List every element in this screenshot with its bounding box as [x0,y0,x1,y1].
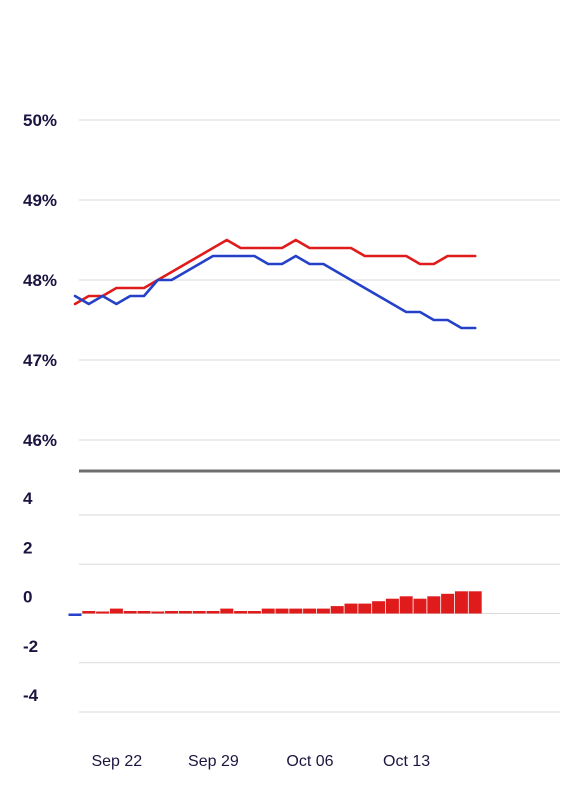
bar [330,606,344,614]
bottom-y-tick-label: -4 [23,686,39,705]
bar [220,608,234,614]
bar [109,608,123,614]
x-tick-label: Sep 22 [91,753,142,770]
bar [454,591,468,614]
bar [413,598,427,614]
bottom-y-tick-label: 2 [23,538,32,557]
bar [303,608,317,614]
bottom-y-tick-label: -2 [23,637,38,656]
top-y-tick-label: 49% [23,191,57,210]
bar [123,611,137,614]
bar [289,608,303,614]
bar [82,611,96,614]
bar [137,611,151,614]
x-tick-label: Oct 13 [383,753,430,770]
bar [385,598,399,614]
x-tick-label: Oct 06 [286,753,333,770]
series-line-2 [73,254,477,330]
top-y-tick-label: 50% [23,111,57,130]
bar [275,608,289,614]
series-line-1 [73,238,477,306]
bar [247,611,261,614]
bar [151,611,165,614]
bar [206,611,220,614]
bar [399,596,413,614]
top-chart-y-axis: 50% 49% 48% 47% 46% [23,111,57,450]
bar [234,611,248,614]
bar [316,608,330,614]
bar [96,611,110,614]
top-y-tick-label: 47% [23,351,57,370]
bottom-chart-y-axis: 4 2 0 -2 -4 [23,489,39,705]
bar [468,591,482,614]
bar [178,611,192,614]
bar [68,613,82,616]
top-chart-series [73,238,477,330]
bottom-y-tick-label: 4 [23,489,33,508]
bar [344,603,358,614]
x-axis: Sep 22 Sep 29 Oct 06 Oct 13 [91,753,430,770]
bottom-chart-bars [68,591,482,616]
bottom-y-tick-label: 0 [23,588,32,607]
bar [165,611,179,614]
top-y-tick-label: 46% [23,431,57,450]
x-tick-label: Sep 29 [188,753,239,770]
bar [358,603,372,614]
bar [441,593,455,614]
top-y-tick-label: 48% [23,271,57,290]
bar [427,596,441,614]
bar [192,611,206,614]
bar [372,601,386,614]
bar [261,608,275,614]
top-chart-gridlines [79,119,560,441]
